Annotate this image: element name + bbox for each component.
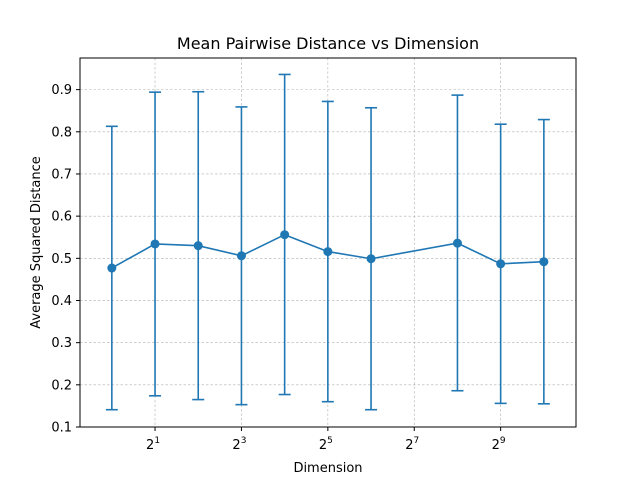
x-tick-label: 21	[146, 436, 160, 453]
y-tick-label: 0.7	[51, 167, 72, 182]
data-point	[539, 257, 549, 267]
data-point	[193, 241, 203, 251]
x-axis-label: Dimension	[293, 461, 362, 476]
y-tick-label: 0.6	[51, 210, 72, 225]
data-point	[366, 254, 376, 264]
x-tick-label: 23	[232, 436, 246, 453]
x-tick-exponent: 7	[414, 436, 420, 446]
x-tick-exponent: 1	[154, 436, 160, 446]
y-tick-label: 0.4	[51, 294, 72, 309]
data-point	[107, 263, 117, 273]
y-tick-label: 0.1	[51, 421, 72, 436]
data-point	[280, 230, 290, 240]
data-series	[105, 73, 550, 411]
y-tick-label: 0.3	[51, 336, 72, 351]
data-point	[323, 247, 333, 257]
axes: 0.10.20.30.40.50.60.70.80.921 23 25 27 29	[51, 83, 506, 453]
y-axis-label: Average Squared Distance	[29, 156, 44, 329]
x-tick-label: 29	[492, 436, 506, 453]
x-tick-base: 2	[405, 438, 413, 453]
x-tick-base: 2	[492, 438, 500, 453]
x-tick-label: 25	[319, 436, 333, 453]
x-tick-exponent: 9	[500, 436, 506, 446]
data-point	[150, 239, 160, 249]
x-tick-base: 2	[146, 438, 154, 453]
data-point	[236, 251, 246, 261]
y-tick-label: 0.9	[51, 83, 72, 98]
series-line	[111, 233, 544, 269]
y-tick-label: 0.5	[51, 252, 72, 267]
data-point	[452, 238, 462, 248]
x-tick-base: 2	[319, 438, 327, 453]
x-tick-exponent: 3	[241, 436, 247, 446]
chart-title: Mean Pairwise Distance vs Dimension	[177, 34, 479, 53]
x-tick-base: 2	[232, 438, 240, 453]
y-tick-label: 0.2	[51, 378, 72, 393]
x-tick-exponent: 5	[327, 436, 333, 446]
data-point	[496, 259, 506, 269]
x-tick-label: 27	[405, 436, 419, 453]
y-tick-label: 0.8	[51, 125, 72, 140]
